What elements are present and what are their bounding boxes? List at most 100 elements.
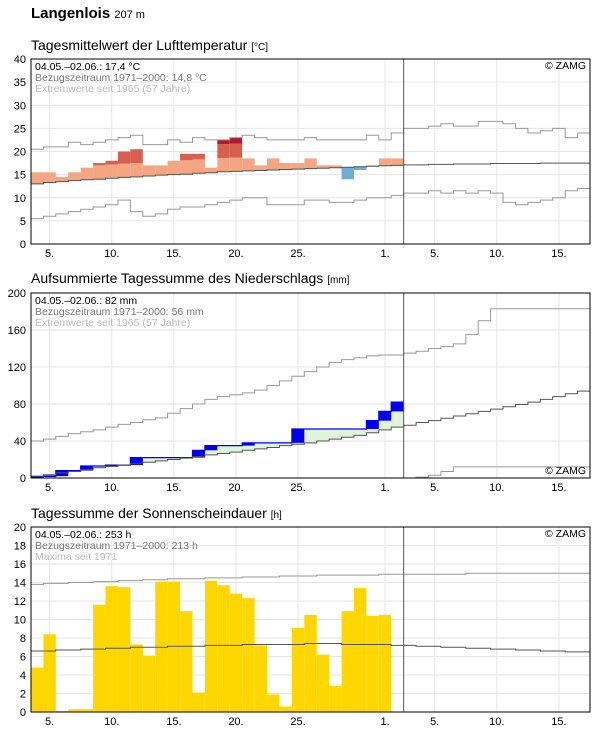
temperature-bar [329, 165, 342, 168]
temperature-bar-anomaly [217, 139, 230, 145]
temperature-x-tick-label: 15. [551, 248, 566, 260]
temperature-chart: 0 5 10 15 20 25 30 35 40 5. 10. 15. 20. 25. 1. 5. 10. 15.… [14, 54, 591, 260]
sunshine-y-tick-label: 12 [14, 596, 26, 608]
temperature-bar [204, 167, 218, 173]
sunshine-watermark: © ZAMG [545, 528, 586, 540]
sunshine-bar [80, 709, 94, 712]
temperature-y-tick-label: 35 [14, 77, 26, 89]
sunshine-max-line [31, 572, 590, 585]
sunshine-y-tick-label: 2 [20, 689, 26, 701]
temperature-bar-anomaly [130, 149, 143, 164]
sunshine-info-line: 04.05.–02.06.: 253 h [35, 529, 131, 541]
sunshine-info-line: Bezugszeitraum 1971–2000: 213 h [35, 540, 198, 552]
precipitation-y-tick-label: 120 [8, 362, 26, 374]
precipitation-y-tick-label: 40 [14, 436, 26, 448]
temperature-y-tick-label: 25 [14, 123, 26, 135]
sunshine-bar [316, 654, 330, 712]
precipitation-normal-line [31, 390, 590, 477]
temperature-y-tick-label: 15 [14, 170, 26, 182]
precipitation-cumulative-line [31, 401, 404, 478]
precipitation-x-tick-label: 15. [551, 482, 566, 494]
precipitation-chart: 0 40 80 120 160 200 5. 10. 15. 20. 25. 1. 5. 10. 15. 04… [8, 288, 591, 494]
precipitation-bar [192, 450, 205, 458]
precipitation-bar [204, 445, 218, 451]
precipitation-bar [366, 420, 379, 429]
sunshine-bar [229, 593, 243, 712]
precipitation-bar [242, 442, 255, 446]
temperature-bar [267, 158, 280, 170]
sunshine-bar [242, 598, 255, 712]
temperature-y-tick-label: 40 [14, 54, 26, 66]
temperature-x-tick-label: 10. [104, 248, 119, 260]
temperature-y-tick-label: 30 [14, 100, 26, 112]
temperature-bar [167, 160, 181, 175]
temperature-bar [55, 176, 69, 182]
sunshine-y-tick-label: 4 [20, 670, 26, 682]
temperature-bar [254, 165, 268, 171]
sunshine-x-tick-label: 15. [166, 716, 181, 728]
temperature-bar-anomaly [192, 153, 205, 160]
temperature-bar-cold [341, 167, 354, 180]
precipitation-x-tick-label: 1. [380, 482, 389, 494]
temperature-bar [43, 172, 56, 183]
sunshine-bar [341, 611, 354, 712]
precipitation-x-tick-label: 15. [166, 482, 181, 494]
precipitation-min-line [31, 466, 590, 479]
sunshine-title-text: Tagessumme der Sonnenscheindauer [31, 505, 267, 521]
temperature-normal-line [31, 162, 590, 185]
sunshine-bar [267, 694, 280, 712]
temperature-bar [117, 163, 131, 178]
sunshine-bar [329, 686, 342, 712]
sunshine-bar [279, 706, 292, 712]
temperature-bar [130, 163, 143, 177]
precipitation-x-tick-label: 10. [489, 482, 504, 494]
sunshine-y-tick-label: 14 [14, 578, 26, 590]
sunshine-bar [68, 709, 81, 712]
temperature-bar-anomaly [217, 144, 230, 158]
sunshine-panel-title: Tagessumme der Sonnenscheindauer [h] [31, 505, 282, 521]
sunshine-y-tick-label: 16 [14, 559, 26, 571]
temperature-bar [316, 165, 330, 169]
temperature-bar-anomaly [117, 151, 131, 164]
sunshine-bar [43, 634, 56, 712]
temperature-bar [80, 167, 94, 180]
sunshine-x-tick-label: 25. [290, 716, 305, 728]
temperature-x-tick-label: 5. [430, 248, 439, 260]
sunshine-normal-line [31, 643, 590, 653]
precipitation-x-tick-label: 5. [45, 482, 54, 494]
precipitation-y-tick-label: 160 [8, 325, 26, 337]
sunshine-bar [353, 588, 367, 712]
precipitation-title-text: Aufsummierte Tagessumme des Niederschlag… [31, 270, 324, 286]
sunshine-bar [192, 692, 205, 712]
temperature-bar [192, 159, 205, 174]
temperature-y-tick-label: 5 [20, 216, 26, 228]
temperature-panel-title: Tagesmittelwert der Lufttemperatur [°C] [31, 37, 268, 53]
precipitation-plot-frame [30, 292, 591, 479]
station-name: Langenlois [31, 5, 111, 22]
sunshine-bar [254, 645, 268, 712]
sunshine-x-tick-label: 15. [551, 716, 566, 728]
sunshine-bar [155, 581, 168, 712]
temperature-bar [304, 158, 317, 169]
temperature-bar [378, 158, 392, 166]
sunshine-chart: 0 2 4 6 8 10 12 14 16 18 20 5. 10. 15. 20. 25. 1. 5. 10. 15… [14, 522, 591, 728]
temperature-bar [31, 172, 44, 184]
temperature-info-line: 04.05.–02.06.: 17,4 °C [35, 61, 141, 73]
sunshine-y-tick-label: 10 [14, 615, 26, 627]
sunshine-x-tick-label: 1. [380, 716, 389, 728]
temperature-x-tick-label: 20. [228, 248, 243, 260]
sunshine-bar [105, 586, 118, 712]
sunshine-info-line: Maxima seit 1971 [35, 551, 117, 563]
temperature-bar [217, 157, 230, 172]
sunshine-x-tick-label: 10. [489, 716, 504, 728]
temperature-info-line: Extremwerte seit 1965 (57 Jahre) [35, 83, 190, 95]
sunshine-y-tick-label: 6 [20, 652, 26, 664]
station-elevation: 207 m [114, 9, 145, 21]
temperature-max-line [31, 120, 590, 150]
temperature-title-text: Tagesmittelwert der Lufttemperatur [31, 37, 248, 53]
sunshine-bar [204, 580, 218, 712]
precipitation-panel-title: Aufsummierte Tagessumme des Niederschlag… [31, 270, 349, 286]
sunshine-plot-frame [30, 526, 591, 713]
temperature-bar-anomaly [180, 153, 193, 161]
temperature-x-tick-label: 15. [166, 248, 181, 260]
